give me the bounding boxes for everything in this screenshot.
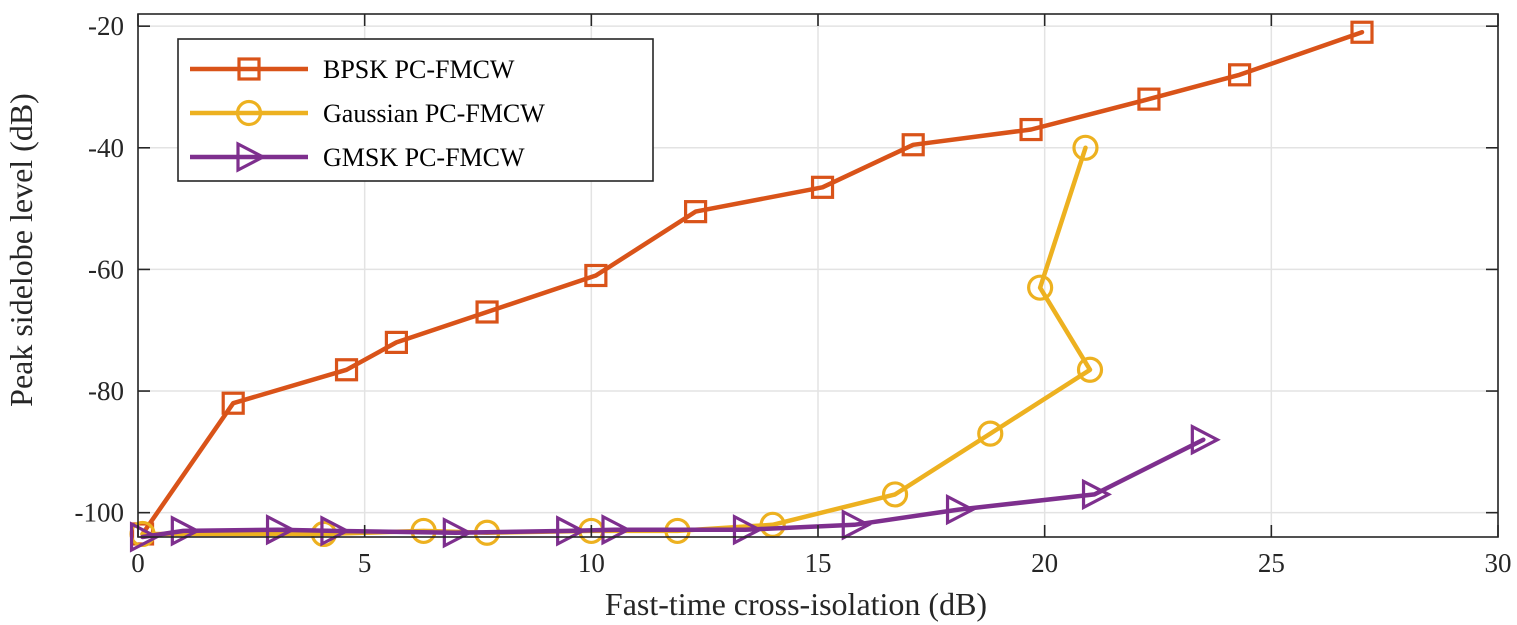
data-point bbox=[841, 509, 872, 541]
data-point bbox=[1190, 424, 1221, 456]
data-point bbox=[683, 200, 708, 224]
y-tick-label: -100 bbox=[75, 498, 125, 528]
y-tick-label: -20 bbox=[88, 11, 124, 41]
data-point bbox=[384, 330, 408, 354]
series-line bbox=[140, 29, 1365, 537]
x-tick-label: 20 bbox=[1031, 548, 1058, 578]
data-point bbox=[310, 520, 337, 548]
y-tick-label: -40 bbox=[88, 133, 124, 163]
data-point bbox=[475, 300, 499, 324]
legend-label: BPSK PC-FMCW bbox=[323, 55, 515, 84]
data-point bbox=[977, 420, 1004, 447]
x-tick-label: 10 bbox=[578, 548, 605, 578]
x-axis-title: Fast-time cross-isolation (dB) bbox=[605, 586, 987, 622]
data-point bbox=[1072, 134, 1099, 161]
legend-marker bbox=[237, 57, 261, 81]
data-point bbox=[1227, 63, 1252, 87]
ticks: 0 5 10 15 20 25 30 -100 -80 -60 -40 -20 bbox=[75, 11, 1512, 578]
series-square bbox=[130, 20, 1374, 546]
data-point bbox=[1076, 356, 1104, 383]
x-tick-label: 25 bbox=[1258, 548, 1285, 578]
x-tick-label: 15 bbox=[805, 548, 832, 578]
y-axis-title: Peak sidelobe level (dB) bbox=[3, 93, 39, 407]
legend-label: Gaussian PC-FMCW bbox=[323, 99, 545, 128]
x-tick-label: 30 bbox=[1485, 548, 1512, 578]
series-layer bbox=[129, 20, 1374, 553]
data-point bbox=[810, 175, 835, 199]
legend-label: GMSK PC-FMCW bbox=[323, 143, 525, 172]
legend-marker bbox=[235, 99, 263, 127]
data-point bbox=[1019, 117, 1043, 142]
data-point bbox=[442, 517, 473, 549]
legend: BPSK PC-FMCW Gaussian PC-FMCW GMSK PC-FMCW bbox=[177, 38, 654, 182]
data-point bbox=[221, 391, 245, 415]
x-tick-label: 0 bbox=[131, 548, 145, 578]
data-point bbox=[129, 521, 161, 553]
data-point bbox=[1350, 20, 1374, 44]
y-tick-label: -60 bbox=[88, 254, 124, 284]
data-point bbox=[881, 481, 909, 508]
data-point bbox=[1137, 87, 1161, 111]
y-tick-label: -80 bbox=[88, 376, 124, 406]
data-point bbox=[1081, 478, 1113, 511]
data-point bbox=[901, 133, 925, 157]
legend-marker bbox=[236, 141, 267, 173]
data-point bbox=[1027, 274, 1054, 301]
data-point bbox=[945, 493, 977, 526]
x-tick-label: 5 bbox=[358, 548, 372, 578]
data-point bbox=[584, 263, 608, 288]
data-point bbox=[334, 358, 359, 382]
